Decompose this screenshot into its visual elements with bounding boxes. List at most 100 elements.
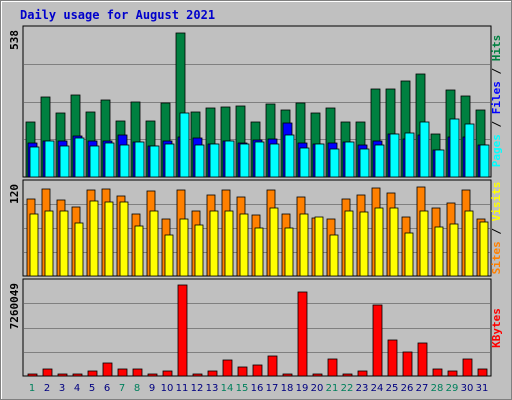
bar-pages-25 — [389, 133, 400, 178]
bar-sites-18 — [284, 227, 294, 277]
bar-sites-15 — [239, 213, 249, 277]
x-tick-14: 14 — [221, 383, 234, 394]
bar-sites-30 — [464, 210, 474, 277]
bar-kbytes-23 — [357, 370, 368, 377]
bar-sites-4 — [74, 222, 84, 277]
x-tick-4: 4 — [74, 383, 80, 394]
bar-sites-6 — [104, 201, 114, 277]
x-tick-18: 18 — [281, 383, 294, 394]
bar-kbytes-28 — [432, 368, 443, 377]
bar-pages-31 — [479, 144, 490, 178]
x-tick-30: 30 — [461, 383, 474, 394]
x-tick-1: 1 — [29, 383, 35, 394]
bar-pages-4 — [74, 137, 85, 178]
bar-kbytes-30 — [462, 358, 473, 377]
legend-visits: Visits — [490, 182, 503, 222]
max-label-kbytes: 7260049 — [8, 283, 21, 329]
bar-kbytes-8 — [132, 368, 143, 377]
bar-pages-17 — [269, 143, 280, 178]
bar-pages-30 — [464, 123, 475, 178]
side-legend-3: KBytes — [490, 308, 503, 348]
bar-sites-12 — [194, 224, 204, 277]
bar-pages-11 — [179, 112, 190, 178]
bar-kbytes-5 — [87, 370, 98, 377]
x-tick-26: 26 — [401, 383, 414, 394]
bar-kbytes-31 — [477, 368, 488, 377]
legend-kbytes: KBytes — [490, 308, 503, 348]
panel-kbytes — [22, 278, 492, 377]
bar-kbytes-6 — [102, 362, 113, 377]
x-tick-7: 7 — [119, 383, 125, 394]
x-tick-22: 22 — [341, 383, 354, 394]
bar-pages-10 — [164, 143, 175, 178]
bar-kbytes-21 — [327, 358, 338, 377]
bar-kbytes-7 — [117, 368, 128, 377]
bar-sites-25 — [389, 207, 399, 277]
bar-pages-13 — [209, 143, 220, 178]
bar-pages-23 — [359, 148, 370, 178]
x-tick-24: 24 — [371, 383, 384, 394]
bar-kbytes-11 — [177, 284, 188, 377]
bar-pages-22 — [344, 141, 355, 178]
bar-pages-12 — [194, 144, 205, 178]
bar-kbytes-10 — [162, 370, 173, 377]
bar-pages-21 — [329, 148, 340, 178]
x-tick-12: 12 — [191, 383, 204, 394]
bar-sites-10 — [164, 234, 174, 277]
bar-pages-19 — [299, 147, 310, 178]
bar-kbytes-29 — [447, 370, 458, 377]
bar-pages-28 — [434, 149, 445, 178]
bar-sites-14 — [224, 210, 234, 277]
legend-files: Files — [490, 81, 503, 114]
x-tick-21: 21 — [326, 383, 339, 394]
max-label-sites-visits: 120 — [8, 184, 21, 204]
bar-pages-20 — [314, 143, 325, 178]
bar-sites-11 — [179, 218, 189, 277]
bar-sites-16 — [254, 227, 264, 277]
bar-pages-18 — [284, 134, 295, 178]
x-tick-27: 27 — [416, 383, 429, 394]
bar-sites-26 — [404, 232, 414, 277]
bar-kbytes-25 — [387, 339, 398, 377]
bar-kbytes-15 — [237, 366, 248, 377]
bar-sites-27 — [419, 210, 429, 277]
bar-pages-16 — [254, 141, 265, 178]
bar-pages-1 — [29, 146, 40, 178]
bar-sites-24 — [374, 207, 384, 277]
legend-separator: / — [490, 114, 503, 134]
bar-sites-2 — [44, 210, 54, 277]
bar-sites-5 — [89, 200, 99, 277]
bar-sites-22 — [344, 210, 354, 277]
bar-pages-5 — [89, 145, 100, 178]
side-legend-2: Sites / Visits — [490, 182, 503, 275]
bar-pages-27 — [419, 121, 430, 178]
bar-kbytes-9 — [147, 373, 158, 377]
bar-kbytes-16 — [252, 364, 263, 377]
x-tick-10: 10 — [161, 383, 174, 394]
bar-kbytes-13 — [207, 370, 218, 377]
x-tick-19: 19 — [296, 383, 309, 394]
bar-pages-8 — [134, 141, 145, 178]
bar-kbytes-22 — [342, 373, 353, 377]
x-tick-2: 2 — [44, 383, 50, 394]
bar-sites-19 — [299, 213, 309, 277]
x-tick-25: 25 — [386, 383, 399, 394]
bar-kbytes-26 — [402, 351, 413, 377]
x-tick-15: 15 — [236, 383, 249, 394]
x-tick-8: 8 — [134, 383, 140, 394]
bar-sites-17 — [269, 207, 279, 277]
x-tick-23: 23 — [356, 383, 369, 394]
bar-sites-21 — [329, 234, 339, 277]
x-tick-13: 13 — [206, 383, 219, 394]
legend-hits: Hits — [490, 35, 503, 62]
bar-sites-20 — [314, 216, 324, 277]
bar-sites-23 — [359, 211, 369, 277]
x-tick-6: 6 — [104, 383, 110, 394]
bar-sites-1 — [29, 213, 39, 277]
bar-pages-29 — [449, 118, 460, 178]
bar-sites-8 — [134, 225, 144, 277]
legend-pages: Pages — [490, 134, 503, 167]
bar-pages-7 — [119, 144, 130, 178]
x-tick-9: 9 — [149, 383, 155, 394]
